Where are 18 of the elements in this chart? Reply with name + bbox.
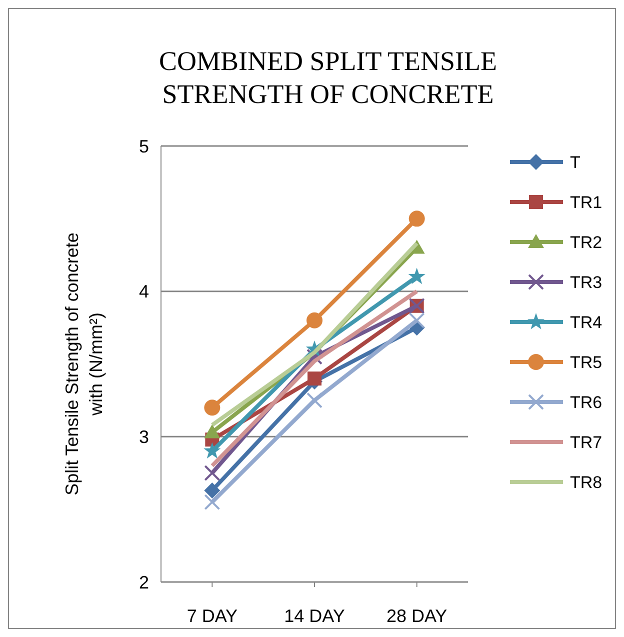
y-tick-label: 5 [138,136,149,156]
x-tick-label: 14 DAY [284,606,345,626]
x-tick-label: 7 DAY [186,606,238,626]
legend-label: T [570,152,580,172]
chart-title: COMBINED SPLIT TENSILE STRENGTH OF CONCRETE [158,46,498,109]
legend-label: TR3 [570,272,602,292]
legend-label: TR2 [570,232,602,252]
legend-label: TR4 [570,312,602,332]
y-axis-title: Split Tensile Strength of concrete with (N/mm²) [62,232,106,496]
legend-label: TR8 [570,472,602,492]
y-tick-label: 3 [138,426,149,447]
x-tick-label: 28 DAY [386,606,448,626]
legend-label: TR5 [570,352,602,372]
legend-label: TR7 [570,432,602,452]
legend-label: TR1 [570,192,602,212]
y-tick-label: 2 [138,572,149,592]
y-tick-label: 4 [138,282,149,302]
legend-label: TR6 [570,392,602,412]
